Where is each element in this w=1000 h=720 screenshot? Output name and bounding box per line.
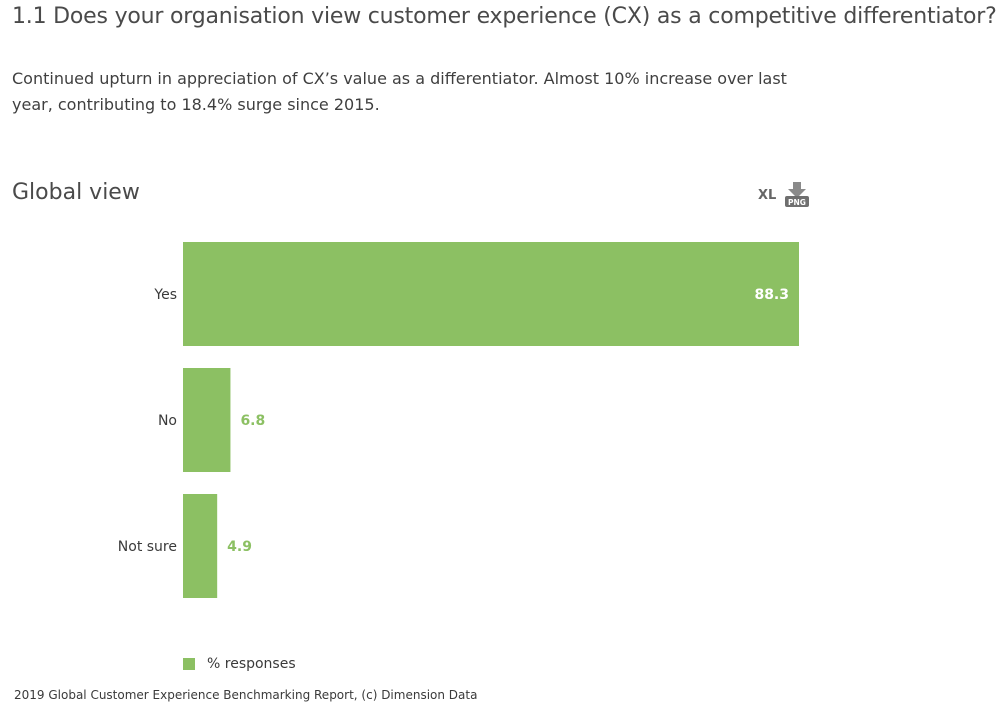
source-footer: 2019 Global Customer Experience Benchmar… bbox=[14, 688, 478, 702]
category-label: No bbox=[158, 413, 177, 429]
bar-not-sure[interactable] bbox=[183, 494, 218, 598]
category-label: Not sure bbox=[118, 539, 177, 555]
bar-no[interactable] bbox=[183, 368, 231, 472]
legend-swatch bbox=[183, 658, 195, 670]
section-title: Global view bbox=[12, 180, 140, 205]
png-badge bbox=[785, 196, 810, 207]
export-xl-button[interactable]: XL bbox=[758, 187, 777, 203]
png-badge-label: PNG bbox=[788, 198, 806, 207]
export-png-icon[interactable]: PNG bbox=[784, 181, 810, 209]
export-controls: XL PNG bbox=[758, 180, 810, 210]
category-label: Yes bbox=[153, 287, 177, 303]
data-label: 6.8 bbox=[240, 413, 265, 429]
page-title: 1.1 Does your organisation view customer… bbox=[12, 4, 997, 29]
data-label: 88.3 bbox=[754, 287, 789, 303]
download-arrow-icon bbox=[788, 182, 807, 198]
page-subtitle: Continued upturn in appreciation of CX’s… bbox=[12, 69, 787, 114]
legend-label: % responses bbox=[207, 656, 296, 672]
chart-legend[interactable]: % responses bbox=[183, 656, 296, 672]
bar-yes[interactable] bbox=[183, 242, 799, 346]
data-label: 4.9 bbox=[227, 539, 252, 555]
